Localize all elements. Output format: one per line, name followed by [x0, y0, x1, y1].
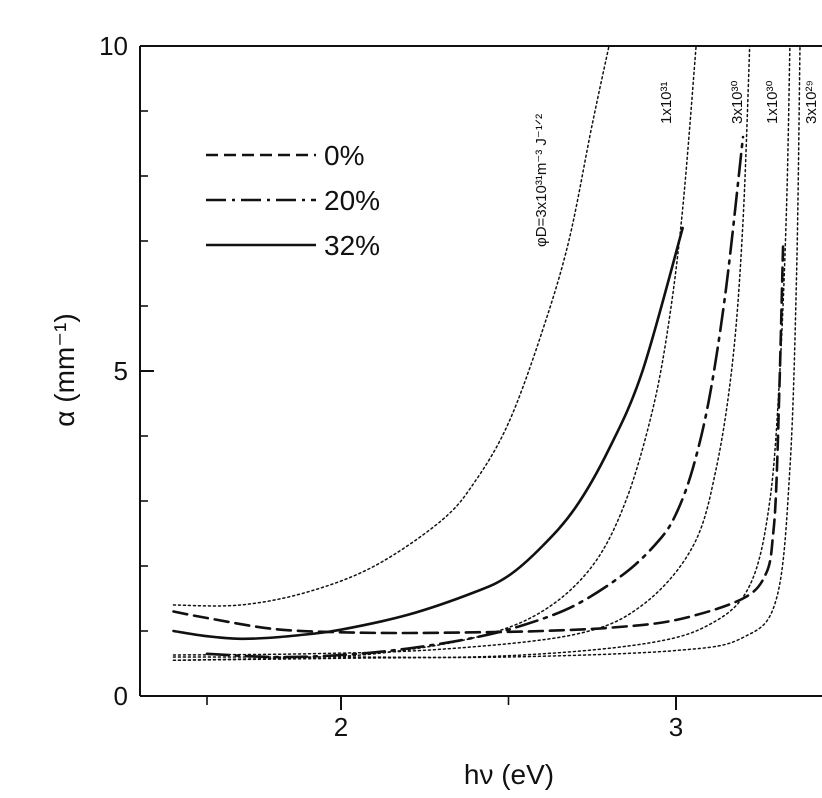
curve-label-3e31: φD=3x10³¹m⁻³ J⁻¹ᐟ²	[533, 114, 550, 247]
y-tick-label: 0	[114, 681, 128, 711]
series-line-5	[172, 46, 751, 656]
axes	[139, 45, 822, 697]
legend-label: 0%	[324, 140, 364, 171]
series-line-1	[205, 135, 745, 659]
series-line-0	[172, 239, 785, 635]
series-line-7	[172, 46, 801, 659]
y-tick-label: 10	[99, 31, 128, 61]
curve-label-1e30: 1x10³⁰	[764, 80, 781, 124]
series-line-6	[172, 46, 791, 662]
curve-label-3e29: 3x10²⁹	[803, 80, 820, 124]
axis-ticks	[140, 45, 677, 710]
legend-label: 20%	[324, 185, 380, 216]
legend: 0% 20% 32%	[206, 140, 380, 261]
legend-item-32pct: 32%	[206, 230, 380, 261]
series-line-2	[172, 226, 684, 641]
legend-item-0pct: 0%	[206, 140, 364, 171]
legend-label: 32%	[324, 230, 380, 261]
y-tick-label: 5	[114, 356, 128, 386]
x-axis-title: hν (eV)	[464, 759, 554, 790]
curve-label-1e31: 1x10³¹	[658, 81, 675, 124]
curve-label-3e30: 3x10³⁰	[729, 80, 746, 124]
x-tick-label: 3	[669, 712, 683, 742]
series-line-3	[172, 46, 610, 607]
legend-item-20pct: 20%	[206, 185, 380, 216]
y-axis-title: α (mm⁻¹)	[49, 313, 80, 426]
x-tick-label: 2	[334, 712, 348, 742]
data-curves	[172, 46, 801, 662]
tick-labels: 0 5 10 2 3	[99, 31, 683, 742]
series-line-4	[172, 46, 697, 662]
curve-labels: φD=3x10³¹m⁻³ J⁻¹ᐟ² 1x10³¹ 3x10³⁰ 1x10³⁰ …	[533, 80, 820, 247]
